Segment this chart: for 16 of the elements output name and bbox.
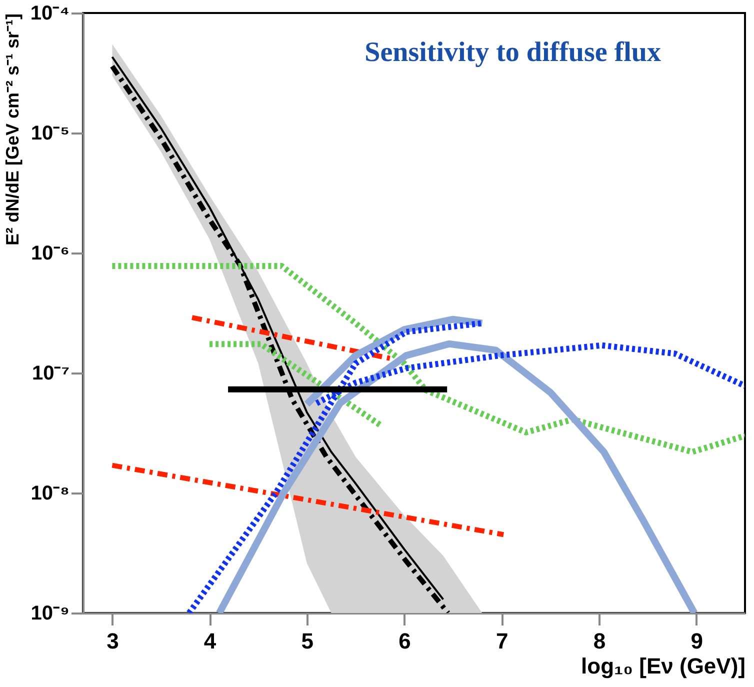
- x-tick-label: 8: [593, 628, 606, 654]
- x-tick-label: 6: [398, 628, 411, 654]
- x-tick-label: 3: [106, 628, 119, 654]
- x-tick-label: 4: [204, 628, 217, 654]
- y-tick-label: 10⁻⁷: [32, 362, 70, 384]
- y-tick-label: 10⁻⁹: [30, 602, 70, 624]
- y-axis-title: E² dN/dE [GeV cm⁻² s⁻¹ sr⁻¹]: [2, 14, 22, 246]
- x-axis-title: log₁₀ [Eν (GeV)]: [581, 654, 746, 678]
- text: Sensitivity to diffuse flux: [364, 37, 661, 68]
- x-tick-label: 9: [690, 628, 703, 654]
- y-tick-label: 10⁻⁶: [31, 242, 70, 264]
- y-tick-label: 10⁻⁴: [30, 2, 70, 24]
- y-tick-label: 10⁻⁸: [30, 482, 70, 504]
- y-tick-label: 10⁻⁵: [30, 122, 70, 144]
- x-tick-label: 7: [496, 628, 508, 654]
- x-tick-label: 5: [301, 628, 314, 654]
